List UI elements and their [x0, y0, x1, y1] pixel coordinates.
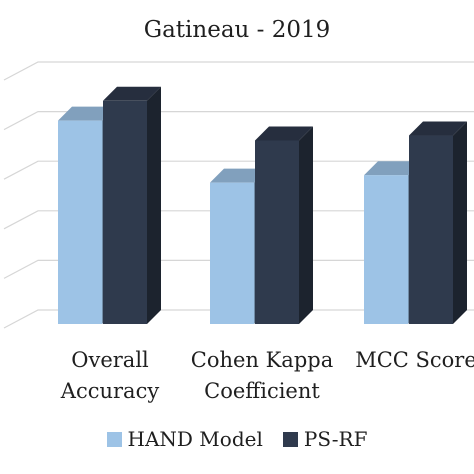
legend-label: HAND Model	[127, 427, 263, 451]
category-label: Cohen Kappa Coefficient	[187, 345, 337, 407]
gridline	[3, 210, 474, 230]
category-label: MCC Score	[341, 345, 474, 376]
bars	[58, 86, 467, 325]
legend: HAND Model PS-RF	[0, 427, 474, 451]
legend-swatch	[106, 431, 122, 447]
legend-item: HAND Model	[106, 427, 263, 451]
category-label-line: Cohen Kappa	[190, 348, 334, 372]
category-label-line: Overall	[71, 348, 149, 372]
bar-ps-rf-0	[103, 86, 161, 324]
bar-ps-rf-2	[409, 121, 467, 325]
gridlines	[3, 61, 474, 329]
gridline	[3, 111, 474, 131]
gridline	[3, 309, 474, 329]
gridline	[3, 61, 474, 81]
category-label-line: Accuracy	[60, 379, 160, 403]
category-label-line: MCC Score	[355, 348, 474, 372]
gridline	[3, 160, 474, 180]
gridline	[3, 259, 474, 279]
legend-swatch	[282, 431, 298, 447]
bar-ps-rf-1	[255, 126, 313, 324]
category-label-line: Coefficient	[204, 379, 320, 403]
category-label: Overall Accuracy	[35, 345, 185, 407]
legend-item: PS-RF	[282, 427, 368, 451]
legend-label: PS-RF	[303, 427, 368, 451]
chart-title: Gatineau - 2019	[143, 17, 331, 43]
